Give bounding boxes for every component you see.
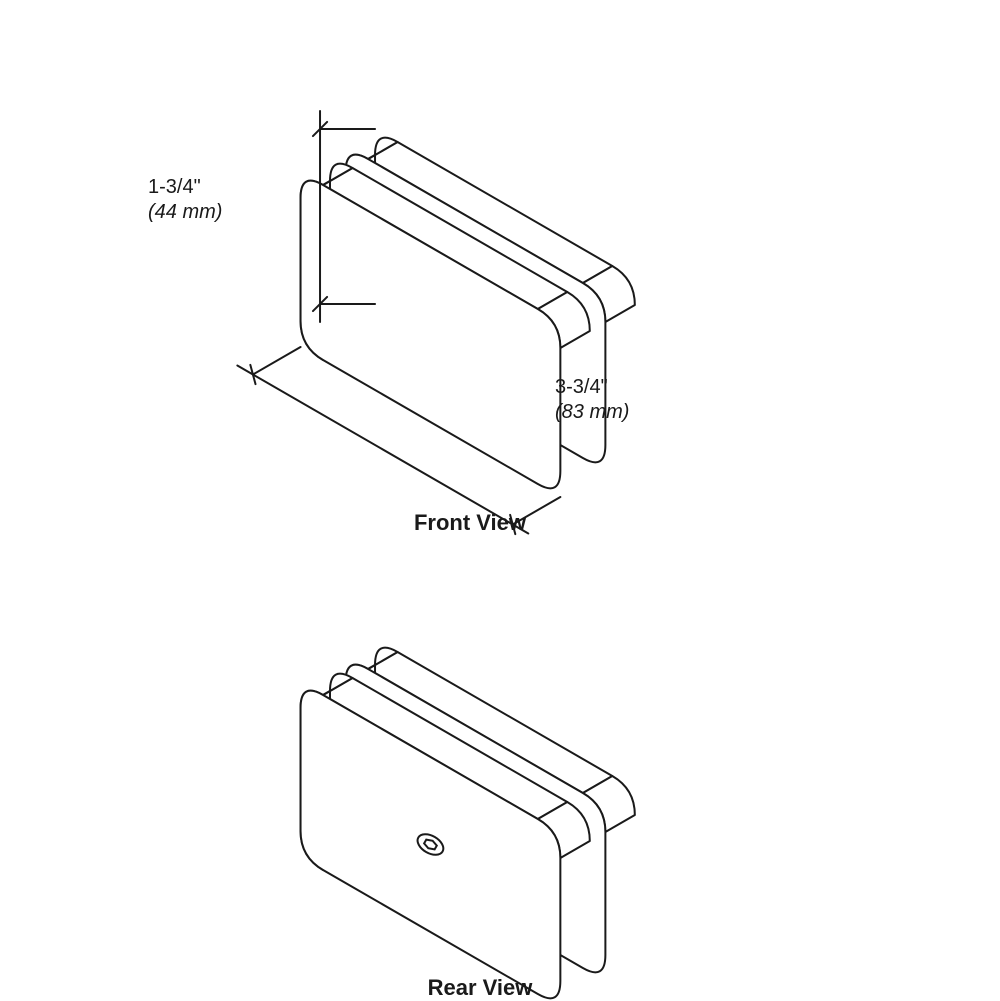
diagram-stage: 1-3/4" (44 mm) 3-3/4" (83 mm) Front View…: [0, 0, 1000, 1000]
dim-height-metric: (44 mm): [148, 201, 222, 223]
dim-width-label: 3-3/4" (83 mm): [555, 375, 629, 425]
dim-height-imperial: 1-3/4": [148, 176, 201, 198]
dim-height-label: 1-3/4" (44 mm): [148, 175, 222, 225]
line-drawing-svg: [0, 0, 1000, 1000]
caption-front: Front View: [370, 510, 570, 536]
caption-rear: Rear View: [380, 975, 580, 1001]
dim-width-metric: (83 mm): [555, 401, 629, 423]
dim-width-imperial: 3-3/4": [555, 376, 608, 398]
